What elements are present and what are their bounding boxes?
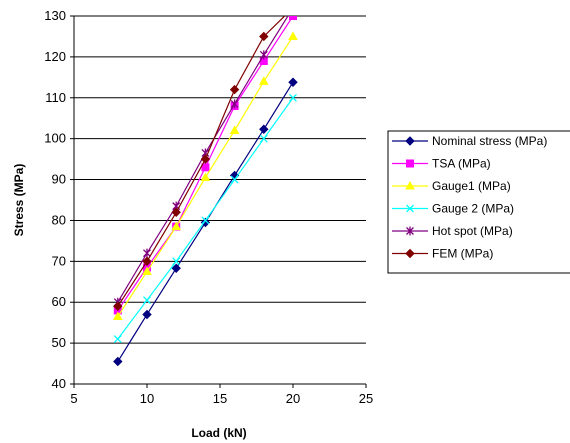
axes [70,15,367,388]
y-tick-label: 110 [45,90,66,105]
legend-marker [405,136,415,146]
data-point [143,296,151,305]
series-3 [113,93,297,343]
x-tick-labels: 5 10 15 20 25 [70,391,373,406]
x-axis-title: Load (kN) [191,426,246,440]
data-point [171,207,181,217]
legend-marker [406,159,414,168]
data-point [230,99,239,109]
data-point [201,163,210,172]
x-tick-label: 25 [359,391,373,406]
legend-item: Hot spot (MPa) [392,224,513,238]
y-tick-label: 50 [52,335,66,350]
legend: Nominal stress (MPa) TSA (MPa) Gauge1 (MPa… [387,130,570,274]
y-tick-label: 90 [52,172,66,187]
data-point [289,4,297,12]
data-point [200,217,211,228]
legend-label: Nominal stress (MPa) [432,134,547,148]
x-tick-label: 10 [140,391,154,406]
data-point [230,175,239,184]
y-tick-label: 40 [52,376,66,391]
y-tick-label: 70 [52,253,66,268]
data-point [112,311,123,321]
legend-item: Gauge 2 (MPa) [392,202,514,216]
y-axis-title: Stress (MPa) [12,164,26,237]
y-tick-label: 130 [44,8,66,23]
data-point [172,257,181,266]
data-point [143,248,151,258]
legend-box [387,130,570,274]
legend-item: Nominal stress (MPa) [392,134,547,148]
y-tick-label: 100 [44,131,66,146]
data-point [289,16,297,20]
data-point [201,216,210,225]
data-point [113,356,123,367]
data-point [288,77,298,87]
data-point [171,221,182,231]
y-tick-label: 60 [52,294,66,309]
data-point [142,256,152,267]
data-point [200,154,211,164]
legend-marker [406,226,414,236]
legend-marker [406,204,414,213]
legend-label: Hot spot (MPa) [432,224,513,238]
data-point [142,266,152,276]
legend-marker [405,248,415,259]
data-point [229,84,240,95]
legend-item: TSA (MPa) [392,157,491,171]
y-tick-labels: 40 50 60 70 80 90 100 110 120 130 [44,8,66,391]
legend-item: FEM (MPa) [392,247,493,261]
x-tick-label: 5 [70,391,77,406]
legend-label: TSA (MPa) [432,157,491,171]
data-point [290,3,297,12]
series-2 [112,31,298,321]
data-point [258,76,269,85]
data-point [142,309,152,320]
data-point [229,125,240,134]
data-point [113,301,123,312]
y-tick-label: 80 [52,212,66,227]
legend-marker [405,180,415,190]
legend-label: FEM (MPa) [432,247,493,261]
series-0 [113,77,298,367]
data-point [200,172,211,182]
legend-label: Gauge 2 (MPa) [432,202,514,216]
data-point [259,134,268,143]
series-5 [113,4,297,312]
data-point [171,263,181,273]
data-point [259,124,269,134]
data-point [259,50,268,60]
data-point [289,93,297,102]
data-point [288,31,298,40]
legend-item: Gauge1 (MPa) [392,179,511,193]
x-tick-label: 15 [213,391,227,406]
y-tick-label: 120 [44,49,66,64]
legend-label: Gauge1 (MPa) [432,179,511,193]
x-tick-label: 20 [286,391,300,406]
plot-series [112,3,298,367]
data-point [259,31,269,42]
data-point [113,335,122,343]
